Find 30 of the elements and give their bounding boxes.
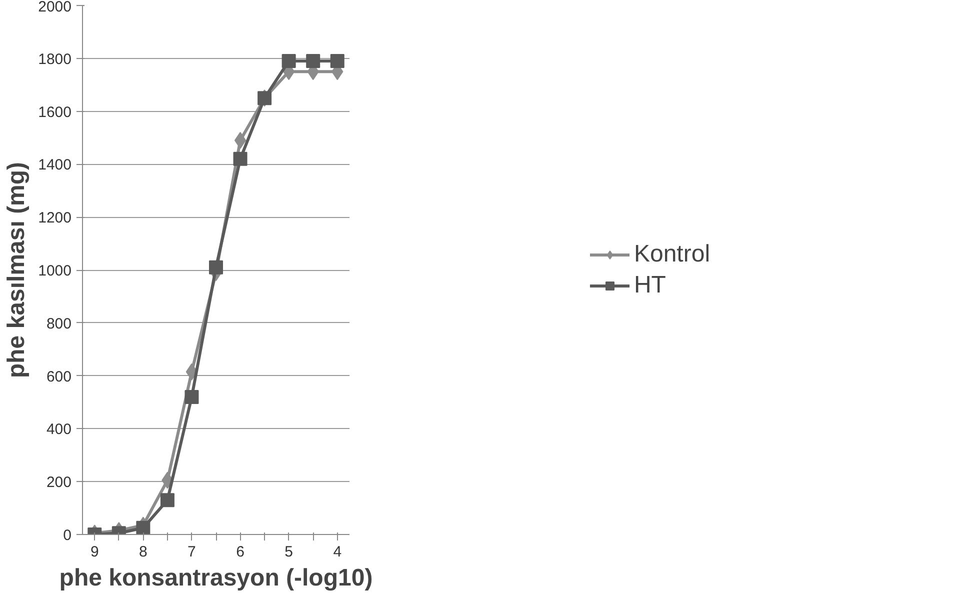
y-tick-label: 1600	[38, 104, 72, 121]
x-tick-label: 7	[188, 544, 196, 560]
y-tick-label: 1800	[38, 50, 72, 68]
x-axis-title: phe konsantrasyon (-log10)	[59, 564, 373, 592]
point	[234, 132, 246, 149]
x-tick-label: 8	[139, 544, 148, 560]
y-axis-title: phe kasılması (mg)	[3, 162, 30, 378]
point	[330, 54, 344, 68]
x-tick-label: 4	[333, 544, 342, 560]
x-tick-label: 6	[236, 544, 244, 560]
y-tick-label: 600	[46, 368, 72, 386]
y-tick-label: 1000	[38, 262, 72, 280]
point	[160, 493, 174, 508]
y-tick-label: 200	[46, 474, 72, 492]
point	[233, 152, 248, 166]
y-tick-label: 800	[46, 315, 72, 332]
x-tick-label: 9	[90, 544, 99, 560]
y-tick-label: 400	[46, 421, 72, 438]
legend-label: Kontrol	[634, 240, 710, 268]
point	[282, 54, 296, 68]
y-tick-label: 1200	[38, 210, 72, 227]
point	[136, 520, 150, 534]
legend-label: HT	[634, 271, 666, 299]
point	[209, 260, 223, 274]
point	[184, 390, 199, 404]
y-tick-label: 1400	[38, 156, 72, 174]
y-tick-label: 0	[63, 527, 72, 544]
x-tick-label: 5	[284, 544, 293, 560]
point	[306, 54, 320, 68]
y-tick-label: 2000	[38, 0, 72, 16]
